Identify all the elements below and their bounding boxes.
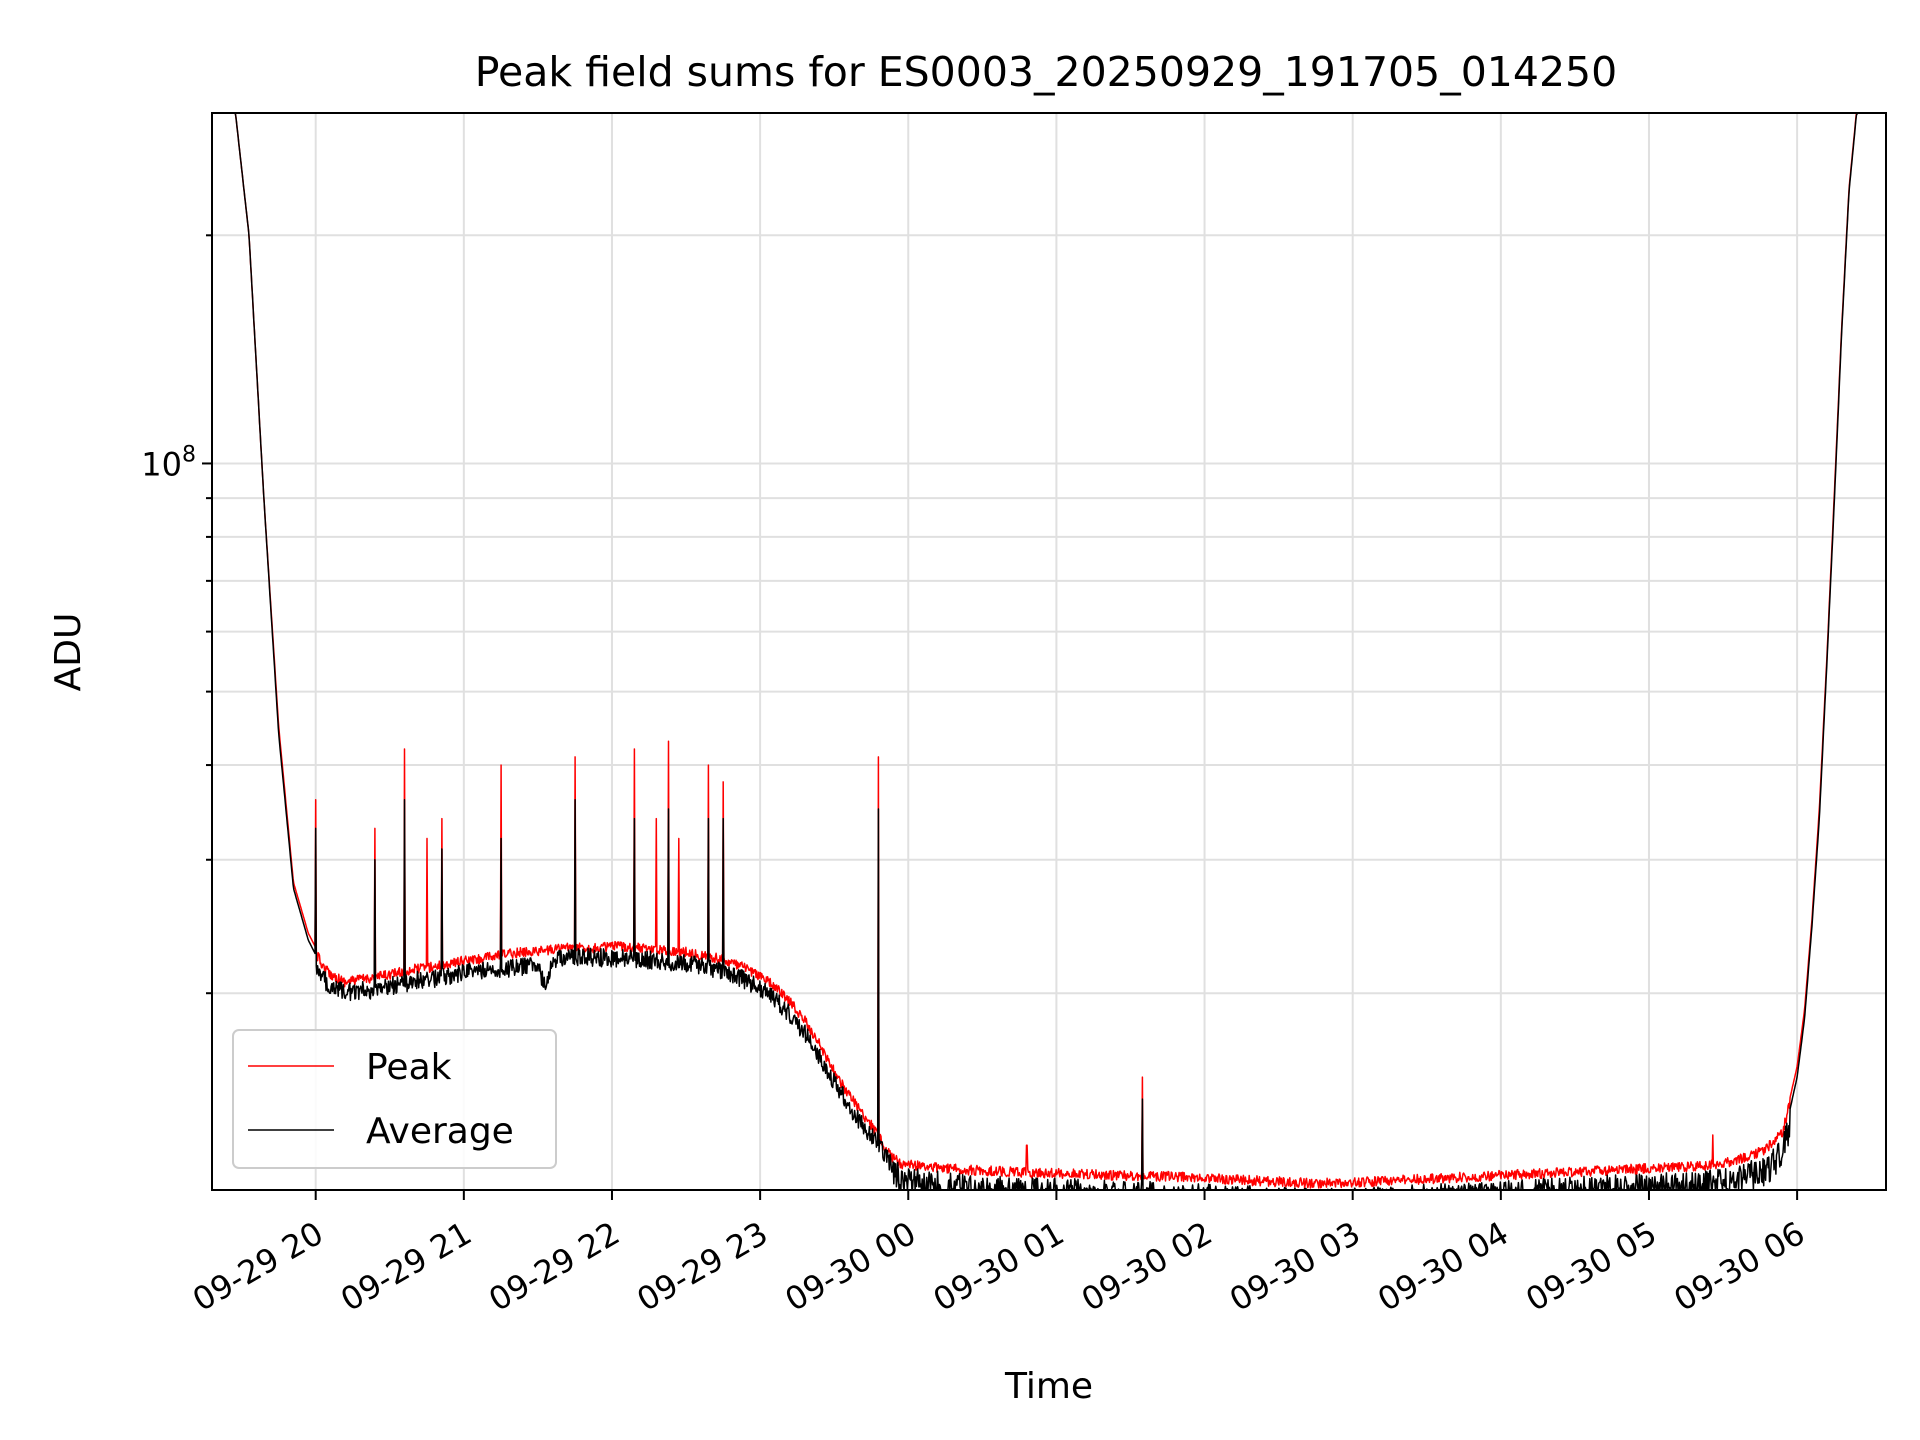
legend-box — [232, 1029, 557, 1169]
legend: Peak Average — [232, 1029, 557, 1169]
series-peak-line — [211, 112, 1887, 1189]
plot-frame — [211, 112, 1887, 1191]
y-tick-label: 108 — [141, 442, 196, 483]
x-axis-label: Time — [1004, 1366, 1093, 1407]
grid — [212, 113, 1886, 1190]
legend-average-label: Average — [366, 1111, 514, 1152]
y-axis-label: ADU — [48, 613, 89, 692]
chart-title: Peak field sums for ES0003_20250929_1917… — [475, 48, 1617, 96]
legend-peak-label: Peak — [366, 1047, 452, 1088]
